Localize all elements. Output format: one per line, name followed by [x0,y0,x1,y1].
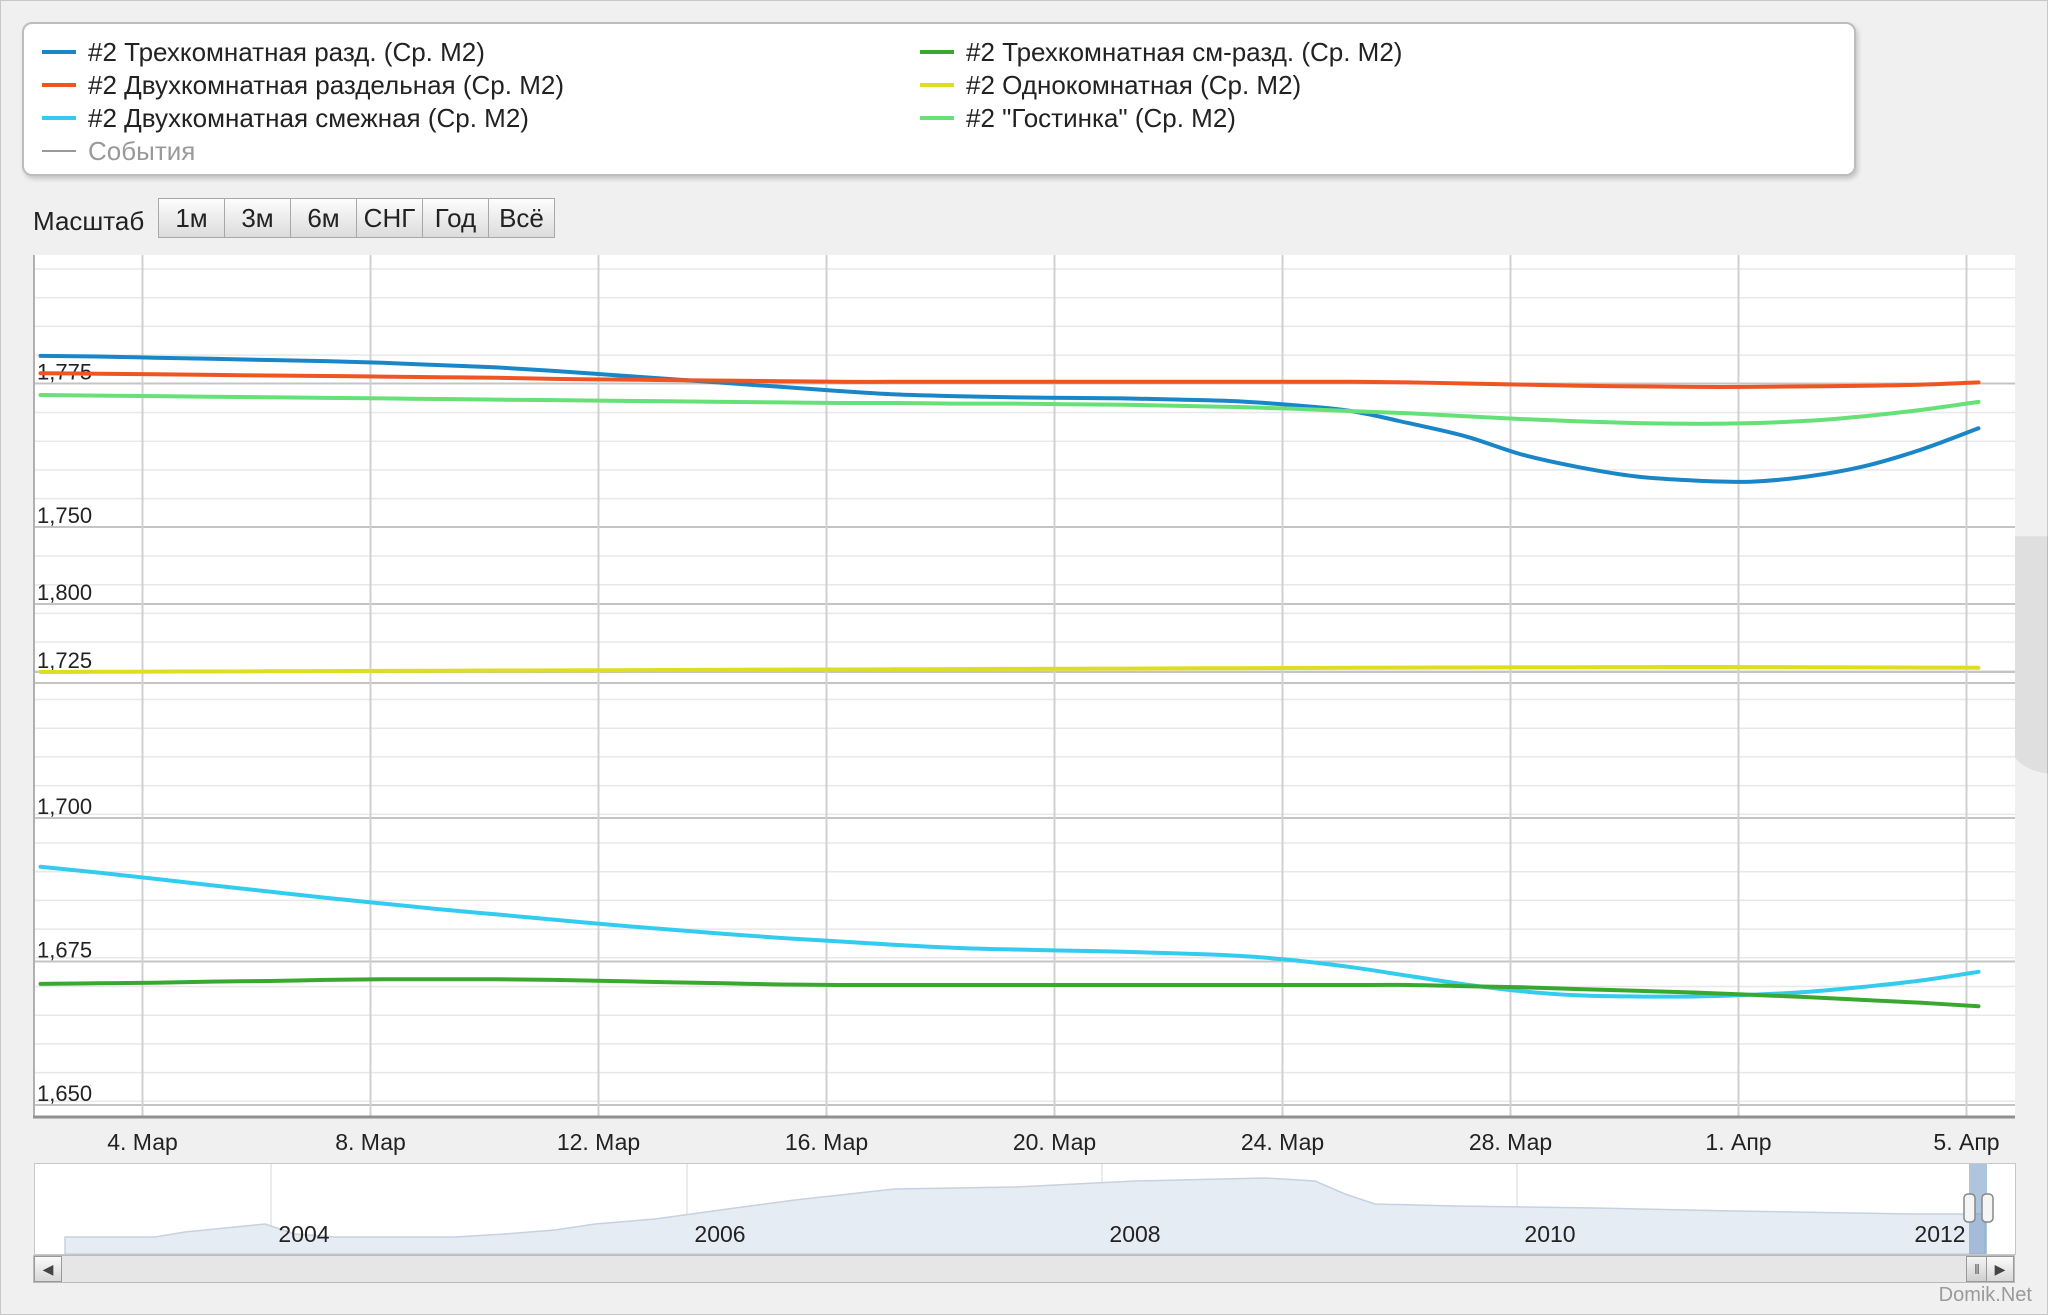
x-tick-label: 4. Мар [107,1129,178,1155]
legend-swatch [42,83,76,87]
navigator-handle-left [1963,1193,1976,1223]
y-tick-label: 1,800 [37,580,92,605]
x-tick-label: 24. Мар [1241,1129,1324,1155]
x-tick-label: 1. Апр [1705,1129,1771,1155]
legend-label: #2 Двухкомнатная раздельная (Ср. М2) [88,69,564,100]
y-tick-label: 1,725 [37,648,92,673]
legend-swatch [920,83,954,87]
scale-button[interactable]: 3м [224,198,291,238]
legend-label: #2 Однокомнатная (Ср. М2) [966,69,1302,100]
x-tick-label: 28. Мар [1469,1129,1552,1155]
navigator-year-label: 2008 [1109,1221,1160,1247]
series-line [38,353,1981,484]
y-tick-label: 1,700 [37,794,92,819]
series-line [38,371,1981,389]
legend-label: События [88,135,196,166]
navigator-year-label: 2004 [278,1221,329,1247]
legend-swatch [42,150,76,152]
series-line [38,665,1981,674]
legend-item[interactable]: События [42,135,195,167]
legend-swatch [42,50,76,54]
y-tick-label: 1,650 [37,1081,92,1106]
navigator-handle-right [1981,1193,1994,1223]
legend-item[interactable]: #2 Двухкомнатная раздельная (Ср. М2) [42,69,564,101]
legend: #2 Трехкомнатная разд. (Ср. М2) #2 Трехко… [22,22,1856,176]
credit-text: Domik.Net [1938,1284,2032,1306]
navigator-area [64,1177,1986,1255]
legend-label: #2 Трехкомнатная см-разд. (Ср. М2) [966,36,1403,67]
legend-label: #2 "Гостинка" (Ср. М2) [966,102,1236,133]
legend-item[interactable]: #2 Трехкомнатная см-разд. (Ср. М2) [920,36,1402,68]
navigator[interactable]: 2004 2006 2008 2010 2012 [34,1163,2016,1255]
navigator-selection [1969,1164,1987,1254]
navigator-svg: 2004 2006 2008 2010 2012 [64,1164,1994,1255]
scale-buttons: 1м 3м 6м СНГ Год Всё [158,198,555,238]
scroll-thumb[interactable]: ‖ [1966,1256,1988,1282]
series-line [38,864,1981,999]
x-tick-label: 12. Мар [557,1129,640,1155]
scale-button[interactable]: Всё [488,198,555,238]
x-tick-label: 20. Мар [1013,1129,1096,1155]
series-line [38,977,1981,1009]
x-tick-label: 5. Апр [1933,1129,1999,1155]
legend-swatch [920,50,954,54]
legend-item[interactable]: #2 Однокомнатная (Ср. М2) [920,69,1301,101]
legend-item[interactable]: #2 "Гостинка" (Ср. М2) [920,102,1236,134]
y-tick-label: 1,675 [37,938,92,963]
x-tick-label: 16. Мар [785,1129,868,1155]
legend-label: #2 Трехкомнатная разд. (Ср. М2) [88,36,485,67]
series-line [38,393,1981,426]
legend-label: #2 Двухкомнатная смежная (Ср. М2) [88,102,529,133]
legend-item[interactable]: #2 Двухкомнатная смежная (Ср. М2) [42,102,529,134]
scale-button[interactable]: 6м [290,198,357,238]
legend-item[interactable]: #2 Трехкомнатная разд. (Ср. М2) [42,36,485,68]
scroll-right-arrow-icon[interactable]: ▶ [1986,1256,2014,1282]
scale-button[interactable]: СНГ [356,198,423,238]
navigator-year-label: 2012 [1914,1221,1965,1247]
legend-swatch [920,116,954,120]
navigator-year-label: 2010 [1524,1221,1575,1247]
navigator-year-label: 2006 [694,1221,745,1247]
legend-swatch [42,116,76,120]
scrollbar[interactable]: ◀ ‖ ▶ [33,1255,2015,1283]
y-tick-label: 1,750 [37,503,92,528]
scale-button[interactable]: 1м [158,198,225,238]
scroll-left-arrow-icon[interactable]: ◀ [34,1256,62,1282]
x-tick-label: 8. Мар [335,1129,406,1155]
scale-button[interactable]: Год [422,198,489,238]
scale-label: Масштаб [33,206,145,236]
